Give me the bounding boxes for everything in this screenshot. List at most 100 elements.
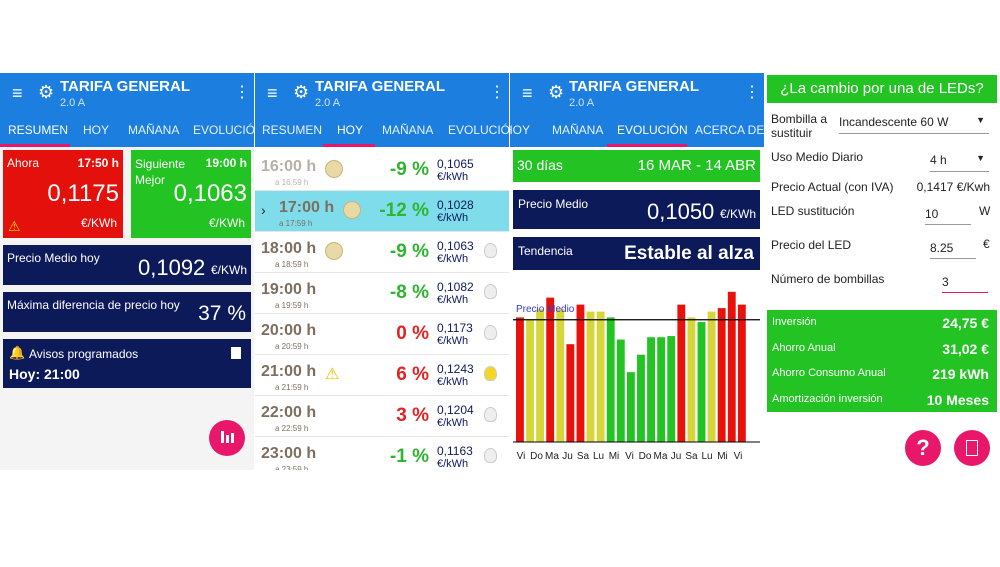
settings-icon[interactable]: ⚙ xyxy=(293,82,310,102)
price: 0,1173 xyxy=(437,321,473,335)
bar xyxy=(606,317,615,442)
calculator-button[interactable] xyxy=(954,430,990,466)
input[interactable]: 10 xyxy=(925,207,971,225)
title: ¿La cambio por una de LEDs? xyxy=(767,75,997,103)
unit: €/kWh xyxy=(437,253,469,265)
menu-icon[interactable]: ≡ xyxy=(267,83,278,103)
bar xyxy=(737,304,746,442)
tab-indicator xyxy=(607,144,687,147)
hour-row[interactable]: 22:00 h a 22:59 h 3 % 0,1204 €/kWh xyxy=(255,396,509,437)
bar xyxy=(576,304,585,442)
x-tick-label: Mi xyxy=(609,451,620,462)
input[interactable]: 8.25 xyxy=(930,241,976,259)
price: 0,1063 xyxy=(437,239,474,253)
tab[interactable]: HOY xyxy=(337,123,364,137)
overflow-menu[interactable]: ⋮ xyxy=(489,84,505,101)
value: 37 % xyxy=(198,302,246,325)
app-bar: ≡ ⚙ TARIFA GENERAL 2.0 A ⋮ xyxy=(255,73,509,113)
card-maxima: Máxima diferencia de precio hoy 37 % xyxy=(3,292,251,332)
hour-row[interactable]: › 17:00 h a 17:59 h -12 % 0,1028 €/kWh xyxy=(255,191,509,232)
select[interactable]: 4 h ▼ xyxy=(930,153,989,172)
time: 18:00 h xyxy=(261,240,317,257)
price: 0,1092 xyxy=(138,255,206,280)
coin-icon xyxy=(325,160,343,178)
bar xyxy=(647,337,655,442)
tab-bar: RESUMEN HOY MAÑANA EVOLUCIÓN xyxy=(0,113,264,147)
tab[interactable]: RESUMEN xyxy=(262,123,323,137)
select[interactable]: Incandescente 60 W ▼ xyxy=(839,115,989,134)
title: TARIFA GENERAL xyxy=(315,78,445,95)
value: Estable al alza xyxy=(624,243,754,264)
time: 17:50 h xyxy=(77,156,119,170)
menu-icon[interactable]: ≡ xyxy=(12,83,23,103)
unit: €/kWh xyxy=(437,171,469,183)
field-label: Bombilla a sustituir xyxy=(771,112,828,140)
tab[interactable]: MAÑANA xyxy=(552,123,604,137)
overflow-menu[interactable]: ⋮ xyxy=(234,84,250,101)
settings-icon[interactable]: ⚙ xyxy=(38,82,55,102)
warning-icon: ⚠ xyxy=(325,366,340,383)
x-tick-label: Sa xyxy=(685,451,698,462)
bar xyxy=(546,297,555,442)
bar xyxy=(657,337,666,442)
price: 0,1175 xyxy=(47,180,119,207)
input[interactable]: 3 xyxy=(942,275,988,293)
tab[interactable]: ACERCA DE xyxy=(695,123,764,137)
tab[interactable]: MAÑANA xyxy=(382,123,434,137)
label: 30 días xyxy=(517,157,563,173)
range: 16 MAR - 14 ABR xyxy=(637,157,756,174)
card-periodo: 30 días 16 MAR - 14 ABR xyxy=(513,150,760,182)
card-avisos: 🔔 Avisos programados Hoy: 21:00 xyxy=(3,339,251,388)
price: 0,1204 xyxy=(437,403,474,417)
bar xyxy=(616,339,625,442)
time: 19:00 h xyxy=(205,156,247,170)
bar xyxy=(717,308,726,442)
screen-leds: ¿La cambio por una de LEDs? Bombilla a s… xyxy=(765,73,1000,470)
tab[interactable]: EVOLUCIÓN xyxy=(193,123,264,137)
time: 19:00 h xyxy=(261,281,317,298)
hour-row[interactable]: 23:00 h a 23:59 h -1 % 0,1163 €/kWh xyxy=(255,437,509,470)
tab[interactable]: HOY xyxy=(83,123,110,137)
bar xyxy=(556,309,565,442)
x-tick-label: Vi xyxy=(517,451,526,462)
result-label: Ahorro Anual xyxy=(772,341,836,354)
until: a 17:59 h xyxy=(279,219,313,228)
overflow-menu[interactable]: ⋮ xyxy=(744,84,760,101)
unit: €/kWh xyxy=(437,212,469,224)
bulb-icon xyxy=(484,407,497,422)
label: Precio Medio hoy xyxy=(7,251,100,265)
hour-row[interactable]: 20:00 h a 20:59 h 0 % 0,1173 €/kWh xyxy=(255,314,509,355)
app-bar: ≡ ⚙ TARIFA GENERAL 2.0 A ⋮ xyxy=(0,73,254,113)
tab-bar: HOY MAÑANA EVOLUCIÓN ACERCA DE xyxy=(510,113,764,147)
menu-icon[interactable]: ≡ xyxy=(522,83,533,103)
tab[interactable]: HOY xyxy=(510,123,531,137)
unit: W xyxy=(979,204,991,218)
hour-row[interactable]: 16:00 h a 16:59 h -9 % 0,1065 €/kWh xyxy=(255,150,509,191)
tab[interactable]: EVOLUCIÓN xyxy=(448,123,509,137)
price: 0,1163 xyxy=(437,444,473,458)
title: TARIFA GENERAL xyxy=(569,78,699,95)
until: a 18:59 h xyxy=(275,260,309,269)
help-button[interactable]: ? xyxy=(905,430,941,466)
delete-icon[interactable] xyxy=(231,347,241,359)
result-label: Inversión xyxy=(772,316,817,328)
hour-row[interactable]: 18:00 h a 18:59 h -9 % 0,1063 €/kWh xyxy=(255,232,509,273)
time: 16:00 h xyxy=(261,158,317,175)
bulb-icon xyxy=(484,243,497,258)
settings-icon[interactable]: ⚙ xyxy=(548,82,565,102)
hour-row[interactable]: 19:00 h a 19:59 h -8 % 0,1082 €/kWh xyxy=(255,273,509,314)
tab[interactable]: EVOLUCIÓN xyxy=(617,123,688,137)
screen-resumen: ≡ ⚙ TARIFA GENERAL 2.0 A ⋮ RESUMEN HOY M… xyxy=(0,73,264,470)
until: a 19:59 h xyxy=(275,301,309,310)
price: 0,1028 xyxy=(437,198,474,212)
unit: €/kWh xyxy=(437,376,469,388)
tab[interactable]: RESUMEN xyxy=(8,123,69,137)
hour-row[interactable]: 21:00 h a 21:59 h ⚠ 6 % 0,1243 €/kWh xyxy=(255,355,509,396)
label: Máxima diferencia de precio hoy xyxy=(7,298,180,312)
x-tick-label: Mi xyxy=(717,451,728,462)
tab[interactable]: MAÑANA xyxy=(128,123,180,137)
until: a 21:59 h xyxy=(275,383,309,392)
chart-button[interactable] xyxy=(209,420,245,456)
